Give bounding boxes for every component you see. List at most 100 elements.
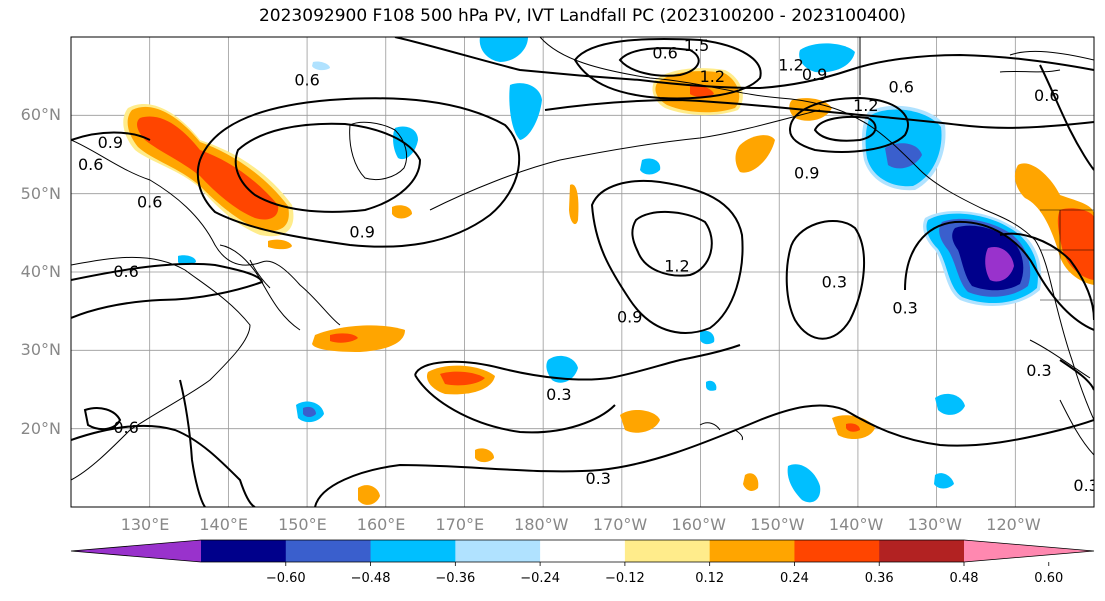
contour-east-06 — [999, 64, 1094, 391]
contour-gulf-06 — [544, 98, 1094, 129]
coast-alaska — [539, 37, 1094, 421]
lat-tick-label: 60°N — [20, 105, 61, 125]
colorbar-tick-label: −0.60 — [266, 571, 306, 586]
contour-asia-06 — [71, 131, 264, 319]
fill-trop-orange-6 — [358, 485, 380, 505]
colorbar-tick-label: −0.24 — [520, 571, 560, 586]
contour-label: 0.3 — [892, 298, 917, 317]
fill-trop-red-1 — [330, 333, 358, 343]
contour-label: 0.9 — [98, 133, 123, 152]
lon-tick-label: 150°E — [278, 515, 327, 534]
fill-ca-purple — [985, 246, 1014, 282]
contour-label: 1.2 — [700, 67, 725, 86]
colorbar-segment — [624, 540, 711, 562]
contour-alaska-inner — [813, 115, 877, 142]
lon-tick-label: 120°W — [986, 515, 1041, 534]
contour-bering-12 — [573, 38, 762, 100]
lon-tick-label: 130°E — [120, 515, 170, 534]
fill-small-blue-2 — [312, 61, 330, 71]
fill-trop-blue-6 — [700, 330, 715, 345]
contour-labels: 1.51.21.20.90.61.20.90.60.60.90.60.90.60… — [78, 36, 1094, 495]
coast-asia-mainland — [71, 139, 341, 481]
fill-small-blue-8 — [178, 255, 196, 265]
colorbar-tick-label: 0.48 — [950, 571, 979, 586]
contour-sw-06 — [179, 379, 206, 507]
colorbar-segment — [879, 540, 965, 562]
contour-ca-03 — [904, 220, 1094, 331]
contour-label: 0.3 — [546, 385, 571, 404]
contour-label: 0.6 — [113, 418, 138, 437]
contour-label: 0.6 — [294, 70, 319, 89]
contour-label: 0.6 — [78, 155, 103, 174]
colorbar-segment — [709, 540, 795, 562]
contour-kamchatka-low — [196, 97, 521, 248]
contour-label: 0.3 — [822, 272, 847, 291]
plot-frame — [70, 36, 1095, 508]
contour-label: 0.6 — [652, 44, 677, 63]
colorbar-outline — [70, 539, 1095, 563]
contour-label: 0.6 — [1034, 86, 1059, 105]
colorbar-segment — [794, 540, 880, 562]
fill-trop-orange-5 — [475, 448, 494, 463]
fill-trop-blue-5 — [934, 473, 954, 489]
fill-trop-blue-4 — [787, 464, 821, 503]
lat-tick-label: 40°N — [20, 262, 61, 281]
colorbar: −0.60 −0.48 −0.36 −0.24 −0.12 0.12 0.24 0.36 0.4… — [70, 539, 1095, 586]
colorbar-tick-label: 0.36 — [865, 571, 894, 586]
contour-label: 1.2 — [778, 55, 803, 74]
coast-japan — [219, 244, 301, 331]
coast-state-borders — [1040, 209, 1094, 301]
contour-label: 0.6 — [137, 193, 162, 212]
colorbar-tick-label: 0.12 — [695, 571, 724, 586]
fill-trop-blue-1 — [546, 355, 578, 383]
pv-contours — [71, 37, 1094, 507]
fill-small-orange-1 — [735, 135, 775, 173]
fill-trop-orange-8 — [392, 205, 412, 219]
fill-trop-blue-3 — [935, 393, 965, 415]
chart-title: 2023092900 F108 500 hPa PV, IVT Landfall… — [258, 6, 906, 26]
fill-trop-royal-2 — [303, 406, 316, 417]
lon-tick-label: 170°E — [435, 515, 485, 534]
contour-bering-15 — [618, 47, 700, 77]
coastlines — [71, 37, 1094, 481]
contour-asia-tropical — [71, 407, 256, 507]
fill-arctic-blue-2 — [479, 37, 528, 62]
fill-bering-red — [690, 85, 714, 97]
contour-south-03 — [314, 404, 1094, 507]
lat-tick-label: 50°N — [20, 183, 61, 203]
lon-tick-label: 160°E — [356, 515, 406, 534]
colorbar-tick-label: −0.48 — [351, 571, 391, 586]
colorbar-segment — [285, 540, 372, 562]
contour-label: 1.5 — [684, 36, 709, 55]
contour-label: 1.2 — [664, 257, 689, 276]
fill-trop-orange-9 — [569, 184, 579, 225]
lat-tick-label: 30°N — [20, 340, 61, 360]
lon-tick-label: 160°W — [671, 515, 726, 534]
contour-pacific-03 — [414, 344, 741, 434]
lon-tick-label: 170°W — [592, 515, 648, 534]
colorbar-tick-label: −0.12 — [605, 571, 645, 586]
contour-label: 0.6 — [888, 77, 913, 96]
colorbar-segment — [540, 540, 626, 562]
contour-label: 0.9 — [794, 164, 819, 183]
fill-kamchatka-small — [268, 239, 292, 250]
coast-aleutians — [429, 109, 821, 211]
contour-central-12 — [631, 210, 713, 277]
fill-trop-orange-7 — [743, 473, 759, 491]
contour-label: 0.3 — [586, 469, 611, 488]
contour-kamchatka-inner — [234, 122, 422, 213]
contour-bering-high — [394, 37, 1094, 90]
contour-label: 1.2 — [853, 96, 878, 115]
lon-tick-label: 180°W — [514, 515, 569, 534]
colorbar-extend-max — [964, 540, 1094, 562]
contour-label: 0.9 — [349, 222, 374, 241]
lon-tick-label: 130°W — [907, 515, 962, 534]
fill-trop-orange-1 — [312, 325, 405, 352]
fill-aleutian-blue — [509, 83, 542, 140]
contour-east-03 — [785, 219, 865, 340]
colorbar-tick-label: −0.36 — [435, 571, 475, 586]
contour-alaska-high — [788, 96, 909, 153]
colorbar-extend-min — [71, 540, 201, 562]
contour-label: 0.3 — [1026, 361, 1051, 380]
